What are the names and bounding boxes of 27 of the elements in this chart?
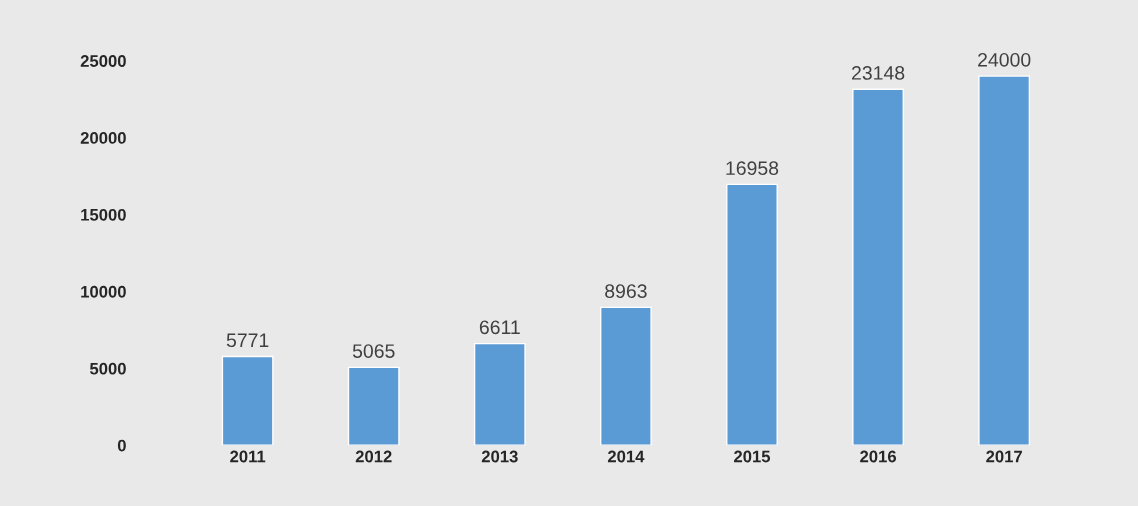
y-tick-label: 15000: [81, 208, 126, 221]
data-label: 5065: [352, 344, 395, 358]
x-tick-label: 2011: [230, 450, 266, 463]
data-label: 5771: [226, 333, 269, 348]
bar: [852, 88, 904, 446]
y-tick-label: 20000: [80, 132, 126, 144]
bar: [221, 355, 274, 446]
x-tick-label: 2016: [860, 450, 897, 463]
x-tick-label: 2012: [355, 450, 392, 463]
bar: [473, 342, 526, 446]
data-label: 16958: [726, 161, 779, 176]
data-label: 24000: [978, 52, 1031, 67]
x-tick-label: 2017: [986, 450, 1022, 463]
x-tick-label: 2013: [481, 450, 518, 463]
y-tick-label: 5000: [89, 362, 126, 375]
bar: [347, 366, 400, 446]
data-label: 23148: [852, 66, 905, 80]
x-tick-label: 2015: [734, 450, 771, 463]
data-label: 8963: [605, 284, 647, 299]
y-tick-label: 25000: [80, 55, 126, 67]
bar: [726, 183, 778, 446]
x-tick-label: 2014: [607, 450, 645, 463]
bar: [978, 75, 1031, 446]
bar: [599, 306, 652, 446]
y-tick-label: 10000: [81, 285, 126, 298]
y-tick-label: 0: [117, 439, 126, 452]
data-label: 6611: [479, 320, 520, 335]
